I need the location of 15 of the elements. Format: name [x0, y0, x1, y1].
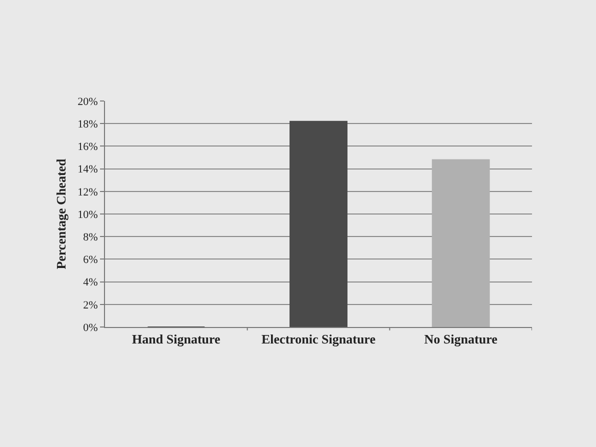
x-tick-label: Hand Signature [132, 332, 221, 347]
x-tick-label: Electronic Signature [262, 332, 376, 347]
y-tick-label: 16% [78, 141, 98, 154]
y-tick-label: 10% [78, 208, 98, 221]
y-tick-label: 12% [78, 186, 98, 198]
y-tick-label: 14% [78, 164, 98, 176]
x-tick-label: No Signature [424, 332, 498, 347]
y-tick-label: 4% [83, 276, 98, 289]
y-tick-label: 18% [78, 118, 98, 130]
y-tick-label: 0% [83, 322, 98, 334]
y-tick-label: 20% [78, 96, 98, 108]
y-tick-label: 2% [83, 299, 98, 312]
y-tick-label: 6% [83, 254, 98, 266]
y-axis-title: Percentage Cheated [54, 158, 69, 270]
y-tick-label: 8% [83, 231, 98, 244]
